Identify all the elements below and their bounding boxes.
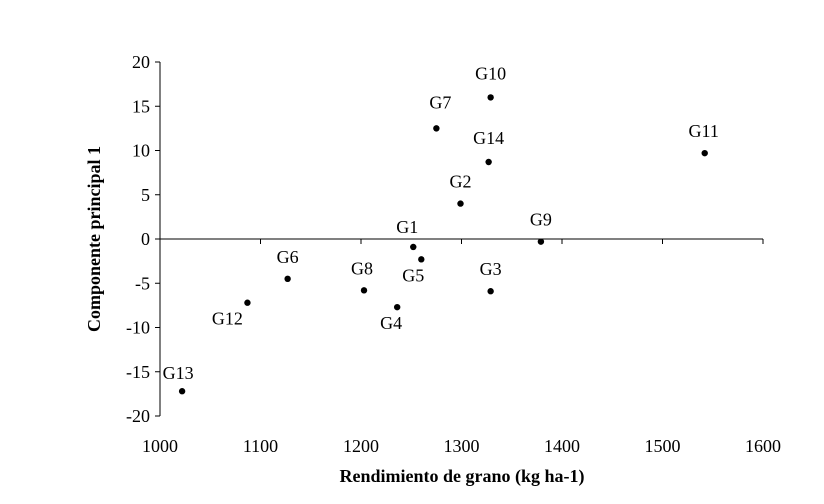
point-label-g5: G5 <box>402 265 424 285</box>
data-point-g5 <box>418 256 425 263</box>
data-point-g2 <box>457 200 464 207</box>
y-tick-label: -10 <box>126 318 150 338</box>
point-label-g14: G14 <box>473 128 504 148</box>
data-point-g7 <box>433 125 440 132</box>
data-points: G1 G2 G3 G4 G5 G6 G7 G8 G9 G10 G11 G12 G13 G14 <box>163 63 719 395</box>
y-tick-label: 10 <box>132 141 150 161</box>
data-point-g11 <box>701 149 708 157</box>
data-point-g13 <box>178 388 186 395</box>
data-point-g10 <box>487 94 494 101</box>
point-label-g12: G12 <box>212 309 243 329</box>
y-tick-label: 20 <box>132 52 150 72</box>
x-tick-label: 1300 <box>444 436 480 456</box>
point-label-g10: G10 <box>475 63 506 83</box>
y-tick-label: -15 <box>126 362 150 382</box>
x-axis: 1000 1100 1200 1300 1400 1500 1600 <box>142 238 781 456</box>
point-label-g9: G9 <box>530 210 552 230</box>
x-tick-label: 1000 <box>142 436 178 456</box>
data-point-g9 <box>537 238 545 245</box>
point-label-g8: G8 <box>351 258 373 278</box>
data-point-g14 <box>485 158 492 166</box>
x-tick-label: 1500 <box>645 436 681 456</box>
x-tick-label: 1200 <box>343 436 379 456</box>
point-label-g1: G1 <box>396 217 418 237</box>
x-tick-label: 1600 <box>745 436 781 456</box>
point-label-g3: G3 <box>480 259 502 279</box>
data-point-g4 <box>393 303 401 311</box>
y-tick-label: -20 <box>126 406 150 426</box>
point-label-g2: G2 <box>449 172 471 192</box>
y-tick-label: 5 <box>141 185 150 205</box>
point-label-g11: G11 <box>689 121 719 141</box>
data-point-g3 <box>487 288 494 295</box>
y-tick-label: -5 <box>135 273 150 293</box>
x-tick-label: 1100 <box>243 436 278 456</box>
data-point-g12 <box>244 299 251 306</box>
x-axis-title: Rendimiento de grano (kg ha-1) <box>339 466 584 487</box>
y-axis: 20 15 10 5 0 -5 -10 -15 -20 <box>126 52 161 426</box>
data-point-g6 <box>284 275 291 283</box>
point-label-g7: G7 <box>429 92 451 112</box>
point-label-g6: G6 <box>277 247 299 267</box>
y-tick-label: 0 <box>141 229 150 249</box>
point-label-g4: G4 <box>380 313 402 333</box>
data-point-g1 <box>410 243 417 251</box>
y-axis-title: Componente principal 1 <box>84 146 104 332</box>
y-tick-label: 15 <box>132 96 150 116</box>
x-tick-label: 1400 <box>544 436 580 456</box>
point-label-g13: G13 <box>163 363 194 383</box>
data-point-g8 <box>360 287 368 294</box>
